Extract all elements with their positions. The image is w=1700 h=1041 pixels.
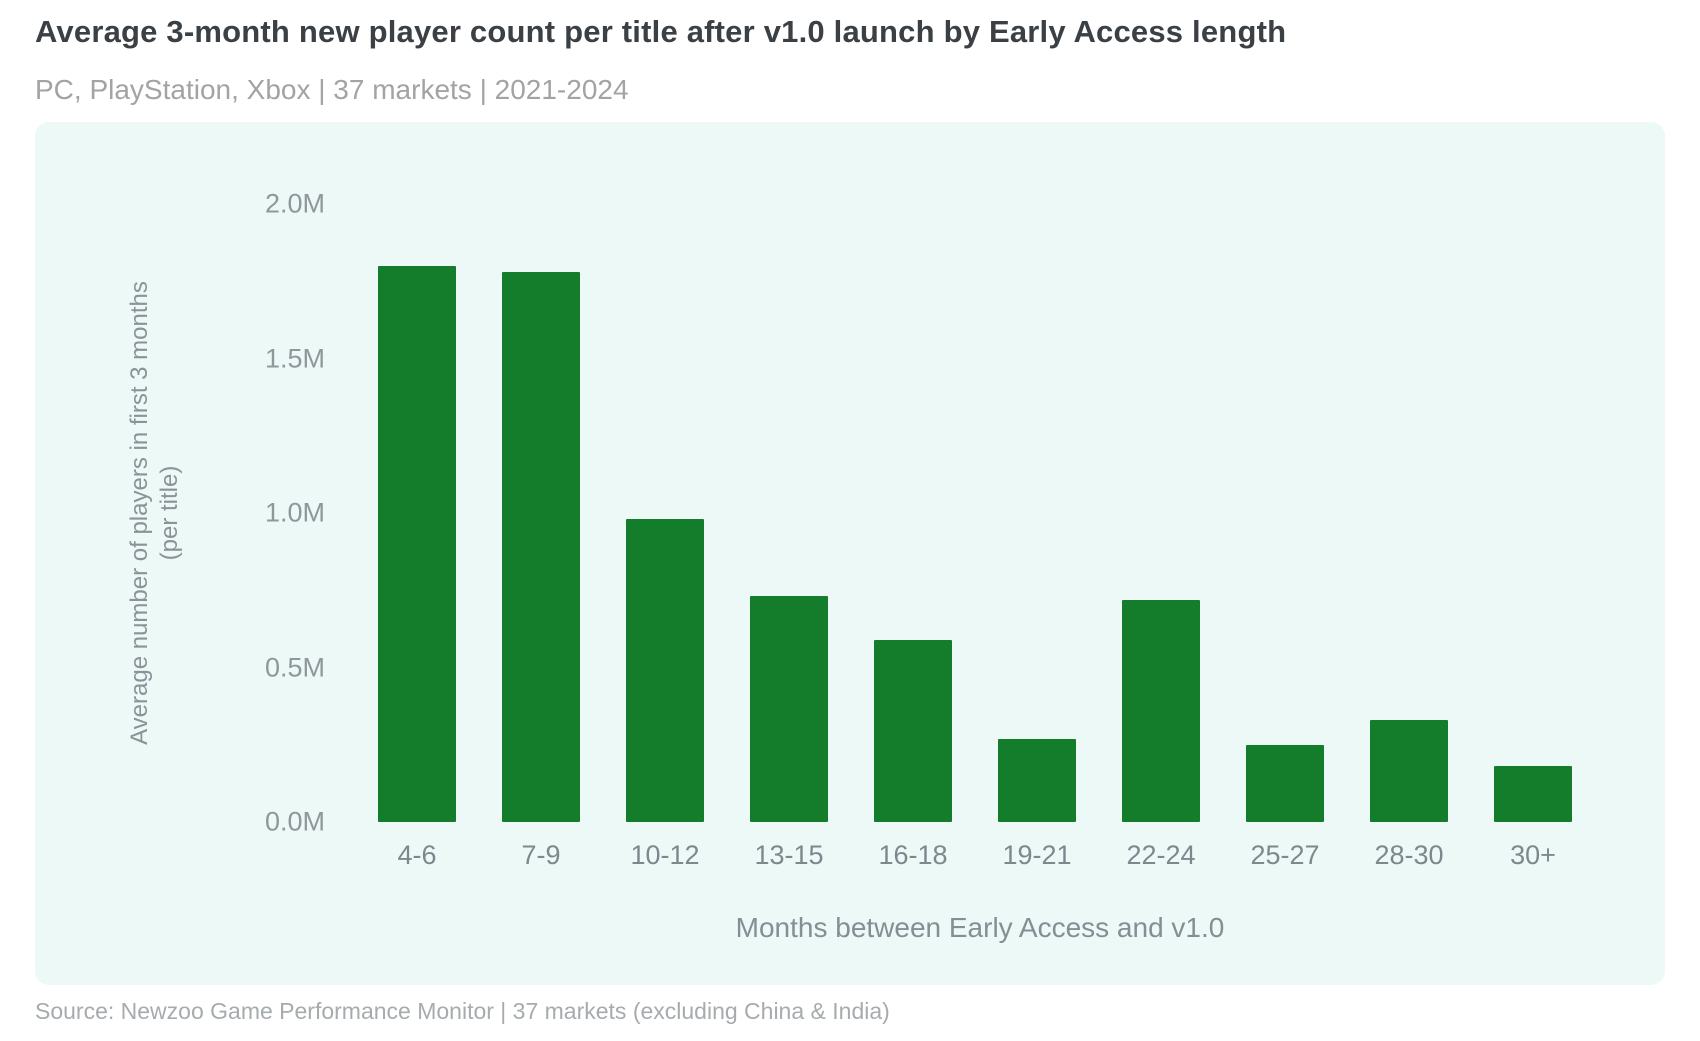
bar-slot-13-15 (727, 204, 851, 822)
x-axis-tick-labels: 4-6 7-9 10-12 13-15 16-18 19-21 22-24 25-27 28-3… (355, 840, 1605, 871)
bar-slot-7-9 (479, 204, 603, 822)
bar-slot-22-24 (1099, 204, 1223, 822)
x-tick-label-28-30: 28-30 (1374, 840, 1444, 870)
bar-slot-30+ (1471, 204, 1595, 822)
bar-25-27 (1246, 744, 1324, 822)
bars-row (355, 204, 1605, 822)
x-tick-label-4-6: 4-6 (397, 840, 437, 870)
bar-30+ (1494, 766, 1572, 822)
y-axis-tick-labels: 0.0M 0.5M 1.0M 1.5M 2.0M (125, 189, 325, 837)
bar-7-9 (502, 271, 580, 822)
x-tick-label-10-12: 10-12 (630, 840, 700, 870)
x-tick-label-13-15: 13-15 (754, 840, 824, 870)
bar-16-18 (874, 639, 952, 822)
y-tick-label-2.0M: 2.0M (264, 188, 325, 219)
bar-19-21 (998, 738, 1076, 822)
bar-slot-28-30 (1347, 204, 1471, 822)
x-tick-label-7-9: 7-9 (521, 840, 561, 870)
y-tick-label-0.5M: 0.5M (264, 652, 325, 682)
bar-slot-4-6 (355, 204, 479, 822)
bar-slot-10-12 (603, 204, 727, 822)
y-tick-label-0.0M: 0.0M (264, 806, 325, 837)
x-axis-title: Months between Early Access and v1.0 (735, 912, 1225, 943)
bar-4-6 (378, 265, 456, 822)
x-tick-label-25-27: 25-27 (1250, 840, 1320, 870)
x-tick-label-30+: 30+ (1510, 840, 1556, 870)
plot-area (355, 204, 1605, 822)
chart-title: Average 3-month new player count per tit… (35, 14, 1287, 49)
bar-slot-25-27 (1223, 204, 1347, 822)
x-tick-label-16-18: 16-18 (878, 840, 948, 870)
bar-28-30 (1370, 720, 1448, 822)
bar-slot-16-18 (851, 204, 975, 822)
chart-panel: Average number of players in first 3 mon… (35, 122, 1665, 985)
x-tick-label-22-24: 22-24 (1126, 840, 1196, 870)
y-tick-label-1.0M: 1.0M (264, 497, 325, 528)
y-tick-label-1.5M: 1.5M (264, 343, 325, 373)
bar-slot-19-21 (975, 204, 1099, 822)
bar-22-24 (1122, 599, 1200, 822)
bar-13-15 (750, 596, 828, 822)
source-note: Source: Newzoo Game Performance Monitor … (35, 998, 890, 1024)
chart-subtitle: PC, PlayStation, Xbox | 37 markets | 202… (35, 74, 629, 105)
bar-10-12 (626, 519, 704, 822)
x-tick-label-19-21: 19-21 (1002, 840, 1072, 870)
